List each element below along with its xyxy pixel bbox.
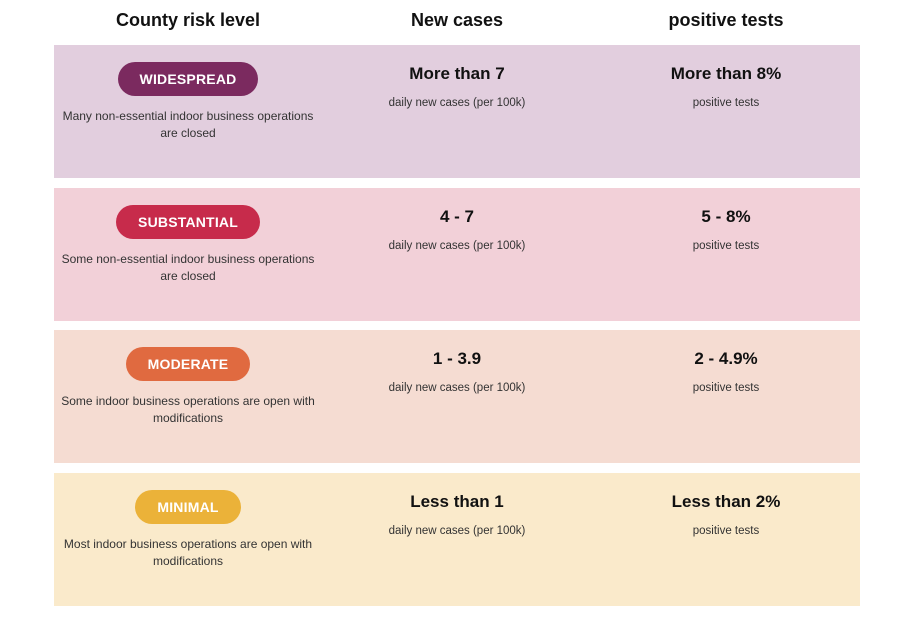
positive-tests-value: Less than 2% (671, 492, 781, 511)
risk-description: Some non-essential indoor business opera… (61, 252, 315, 283)
header-new-cases: New cases (410, 10, 504, 30)
new-cases-label: daily new cases (per 100k) (388, 525, 526, 537)
new-cases-value: Less than 1 (410, 492, 504, 511)
risk-cell: MODERATE Some indoor business operations… (54, 330, 322, 463)
header-county-risk-level: County risk level (115, 10, 261, 30)
risk-cell: WIDESPREAD Many non-essential indoor bus… (54, 45, 322, 178)
positive-tests-value: 5 - 8% (701, 207, 751, 226)
new-cases-cell: 4 - 7 daily new cases (per 100k) (322, 188, 592, 321)
risk-badge-widespread: WIDESPREAD (117, 62, 259, 96)
risk-description: Most indoor business operations are open… (63, 537, 313, 568)
new-cases-label: daily new cases (per 100k) (388, 240, 526, 252)
positive-tests-label: positive tests (692, 525, 760, 537)
new-cases-value: 4 - 7 (439, 207, 475, 226)
risk-description: Some indoor business operations are open… (61, 394, 315, 425)
table-row-minimal: MINIMAL Most indoor business operations … (54, 473, 860, 606)
new-cases-cell: More than 7 daily new cases (per 100k) (322, 45, 592, 178)
table-header: County risk level New cases positive tes… (54, 10, 860, 38)
risk-cell: SUBSTANTIAL Some non-essential indoor bu… (54, 188, 322, 321)
positive-tests-label: positive tests (692, 97, 760, 109)
table-row-substantial: SUBSTANTIAL Some non-essential indoor bu… (54, 188, 860, 321)
risk-badge-moderate: MODERATE (125, 347, 251, 381)
positive-tests-label: positive tests (692, 240, 760, 252)
positive-tests-cell: Less than 2% positive tests (592, 473, 860, 606)
table-row-widespread: WIDESPREAD Many non-essential indoor bus… (54, 45, 860, 178)
new-cases-label: daily new cases (per 100k) (388, 382, 526, 394)
positive-tests-cell: 2 - 4.9% positive tests (592, 330, 860, 463)
risk-badge-substantial: SUBSTANTIAL (116, 205, 260, 239)
positive-tests-cell: 5 - 8% positive tests (592, 188, 860, 321)
risk-badge-minimal: MINIMAL (135, 490, 241, 524)
new-cases-value: More than 7 (409, 64, 505, 83)
new-cases-value: 1 - 3.9 (432, 349, 482, 368)
risk-cell: MINIMAL Most indoor business operations … (54, 473, 322, 606)
table-row-moderate: MODERATE Some indoor business operations… (54, 330, 860, 463)
positive-tests-label: positive tests (692, 382, 760, 394)
header-positive-tests: positive tests (668, 10, 784, 30)
new-cases-cell: Less than 1 daily new cases (per 100k) (322, 473, 592, 606)
positive-tests-cell: More than 8% positive tests (592, 45, 860, 178)
new-cases-label: daily new cases (per 100k) (388, 97, 526, 109)
new-cases-cell: 1 - 3.9 daily new cases (per 100k) (322, 330, 592, 463)
positive-tests-value: More than 8% (670, 64, 782, 83)
positive-tests-value: 2 - 4.9% (694, 349, 758, 368)
risk-description: Many non-essential indoor business opera… (62, 109, 314, 140)
